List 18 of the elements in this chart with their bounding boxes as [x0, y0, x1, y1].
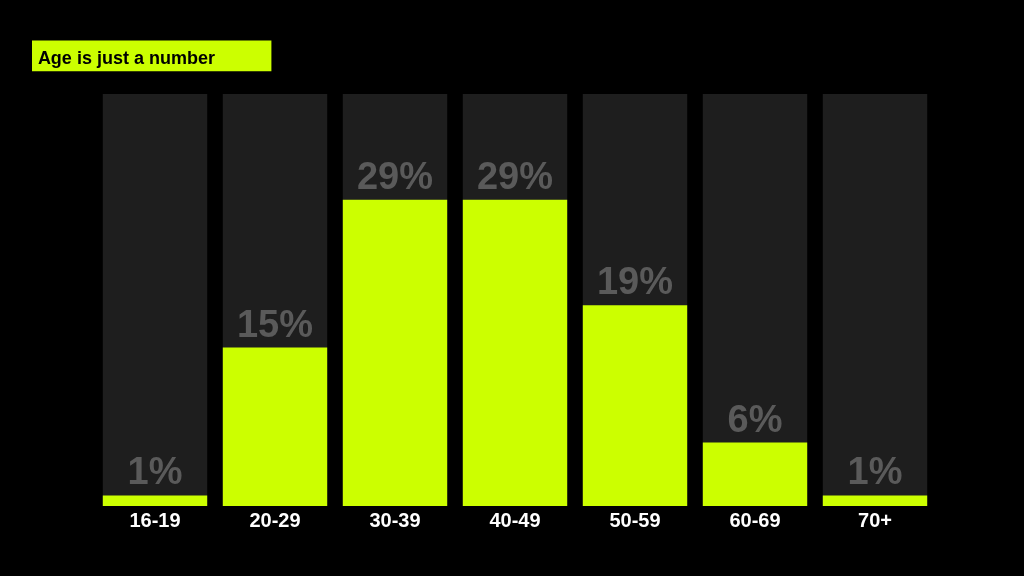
x-tick-label: 30-39: [369, 509, 421, 531]
data-label: 29%: [476, 154, 554, 197]
data-label: 1%: [847, 450, 903, 493]
chart-title: Age is just a number: [37, 47, 215, 68]
x-tick-label: 60-69: [729, 509, 781, 531]
data-label: 6%: [727, 397, 783, 440]
bar: [102, 495, 208, 506]
x-tick-label: 50-59: [609, 509, 661, 531]
x-tick-label: 20-29: [249, 509, 301, 531]
bar: [822, 495, 928, 506]
x-tick-label: 40-49: [489, 509, 541, 531]
x-tick-label: 70+: [858, 509, 892, 531]
x-tick-label: 16-19: [129, 509, 181, 531]
data-label: 15%: [236, 302, 314, 345]
bar: [702, 442, 808, 506]
data-label: 1%: [127, 450, 183, 493]
data-label: 29%: [356, 154, 434, 197]
data-label: 19%: [596, 260, 674, 303]
